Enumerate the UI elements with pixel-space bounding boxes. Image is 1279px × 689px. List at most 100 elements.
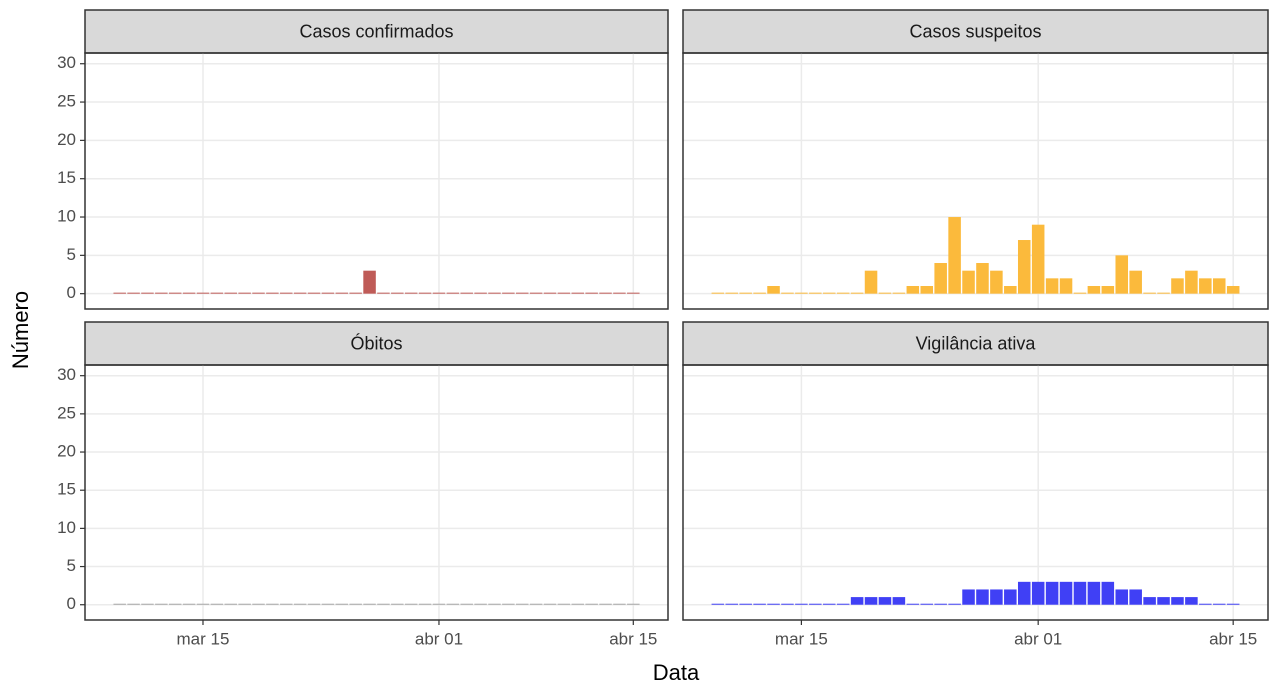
bar xyxy=(1212,603,1226,605)
bar xyxy=(168,292,182,294)
bar xyxy=(948,603,961,605)
y-tick-label: 15 xyxy=(57,168,76,187)
panel-background xyxy=(683,53,1268,309)
bar xyxy=(1185,270,1198,294)
bar xyxy=(168,603,182,605)
bar xyxy=(1129,270,1142,294)
bar xyxy=(585,603,598,605)
bar xyxy=(822,292,836,294)
y-tick-label: 10 xyxy=(57,207,76,226)
bar xyxy=(1004,286,1017,294)
y-axis-title: Número xyxy=(8,291,33,369)
bar xyxy=(432,292,446,294)
bar xyxy=(155,292,168,294)
bar xyxy=(377,292,390,294)
bar xyxy=(1115,589,1129,605)
panel-background xyxy=(85,53,668,309)
x-axis-title: Data xyxy=(653,660,700,685)
bar xyxy=(460,603,473,605)
bar xyxy=(155,603,168,605)
bar xyxy=(1129,589,1142,605)
bar xyxy=(252,603,265,605)
panel-border xyxy=(682,364,1269,621)
bar xyxy=(864,597,878,605)
bar xyxy=(1157,597,1170,605)
strip xyxy=(682,9,1269,54)
bar xyxy=(1045,278,1059,294)
strip xyxy=(84,9,669,54)
y-tick-label: 0 xyxy=(67,594,76,613)
bar xyxy=(990,589,1003,605)
bar xyxy=(725,603,739,605)
bar xyxy=(377,603,390,605)
x-tick-label: mar 15 xyxy=(775,629,828,648)
bar xyxy=(196,292,210,294)
bar xyxy=(127,603,140,605)
bar xyxy=(836,292,850,294)
bar xyxy=(516,292,529,294)
bar xyxy=(543,603,557,605)
bar xyxy=(822,603,836,605)
x-tick-label: mar 15 xyxy=(177,629,230,648)
bar xyxy=(391,603,404,605)
bar xyxy=(1143,597,1156,605)
bar xyxy=(460,292,473,294)
bar xyxy=(1031,224,1045,294)
y-tick-label: 25 xyxy=(57,92,76,111)
bar xyxy=(599,292,612,294)
bar xyxy=(809,603,822,605)
bar xyxy=(753,603,766,605)
bar xyxy=(1115,255,1129,294)
bar xyxy=(767,603,780,605)
bar xyxy=(307,603,321,605)
bar xyxy=(1031,581,1045,605)
bar xyxy=(182,603,196,605)
bar xyxy=(363,270,376,294)
bar xyxy=(224,292,237,294)
bar xyxy=(224,603,237,605)
bar xyxy=(238,603,251,605)
strip-label: Casos confirmados xyxy=(299,21,453,41)
bar xyxy=(1143,292,1156,294)
bar xyxy=(781,292,794,294)
y-tick-label: 15 xyxy=(57,480,76,499)
bar xyxy=(280,292,293,294)
bar xyxy=(321,603,335,605)
x-tick-label: abr 01 xyxy=(415,629,463,648)
bar xyxy=(1045,581,1059,605)
bar xyxy=(990,270,1003,294)
bar xyxy=(920,286,934,294)
bar xyxy=(795,603,808,605)
strip xyxy=(84,321,669,366)
strip-label: Vigilância ativa xyxy=(916,333,1037,353)
bar xyxy=(293,292,307,294)
bar xyxy=(1157,292,1170,294)
bar xyxy=(767,286,780,294)
strip-label: Óbitos xyxy=(350,332,402,353)
bar xyxy=(113,292,126,294)
bar xyxy=(976,589,989,605)
bar xyxy=(446,603,460,605)
bar xyxy=(252,292,265,294)
bar xyxy=(850,597,864,605)
x-tick-label: abr 15 xyxy=(1209,629,1257,648)
bar xyxy=(113,603,126,605)
bar xyxy=(349,603,362,605)
bar xyxy=(196,603,210,605)
bar xyxy=(321,292,335,294)
bar xyxy=(613,603,626,605)
bar xyxy=(182,292,196,294)
bar xyxy=(432,603,446,605)
bar xyxy=(795,292,808,294)
bar xyxy=(613,292,626,294)
bar xyxy=(571,292,585,294)
bar xyxy=(836,603,850,605)
bar xyxy=(474,292,487,294)
bar xyxy=(599,603,612,605)
bar xyxy=(1017,581,1031,605)
bar xyxy=(1004,589,1017,605)
bar xyxy=(1073,292,1087,294)
bar xyxy=(543,292,557,294)
panel-border xyxy=(84,364,669,621)
